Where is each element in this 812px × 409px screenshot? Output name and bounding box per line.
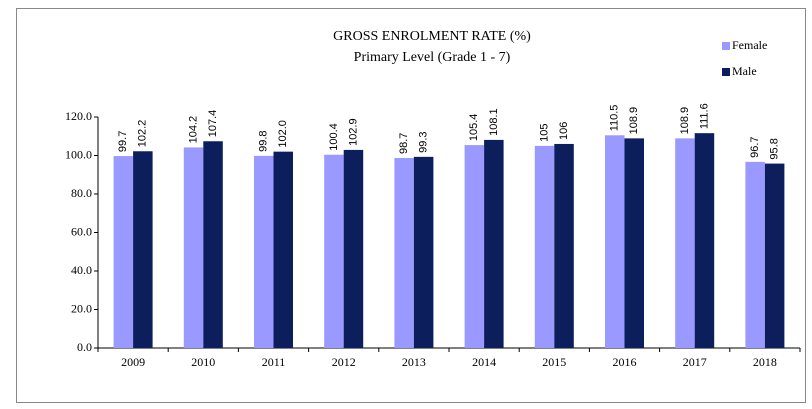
value-label: 110.5 (609, 105, 621, 132)
bar (624, 138, 644, 348)
bar (183, 147, 204, 348)
y-tick-label: 40.0 (71, 263, 92, 277)
bar (254, 155, 274, 348)
value-label: 106 (558, 122, 570, 140)
value-label: 95.8 (769, 138, 781, 159)
y-tick-label: 0.0 (77, 340, 92, 354)
bar (413, 156, 434, 348)
bar (133, 151, 153, 348)
value-label: 99.8 (258, 130, 270, 151)
value-label: 107.4 (207, 110, 219, 138)
chart-title: GROSS ENROLMENT RATE (%) (333, 29, 531, 44)
value-label: 96.7 (749, 136, 761, 157)
legend-swatch (722, 68, 730, 76)
x-tick-label: 2010 (191, 355, 215, 369)
value-label: 100.4 (328, 123, 340, 151)
y-tick-label: 80.0 (71, 186, 92, 200)
legend-swatch (722, 42, 730, 50)
y-tick-label: 120.0 (65, 109, 92, 123)
bar (113, 156, 134, 348)
value-label: 98.7 (398, 133, 410, 154)
bar (534, 145, 555, 348)
x-tick-label: 2013 (402, 355, 426, 369)
value-label: 108.9 (679, 107, 691, 135)
value-label: 104.2 (187, 116, 199, 144)
value-label: 105 (538, 124, 550, 142)
x-tick-label: 2012 (332, 355, 356, 369)
x-tick-label: 2017 (683, 355, 707, 369)
x-tick-label: 2018 (753, 355, 777, 369)
bar (694, 133, 715, 348)
x-tick-label: 2015 (542, 355, 566, 369)
y-tick-label: 20.0 (71, 301, 92, 315)
value-label: 108.9 (628, 107, 640, 135)
bar (605, 135, 625, 348)
value-label: 102.9 (347, 118, 359, 146)
bar (343, 149, 364, 348)
bar (324, 154, 344, 348)
bar (484, 139, 504, 348)
bar (464, 145, 485, 348)
y-tick-label: 100.0 (65, 147, 92, 161)
bar (745, 161, 765, 348)
x-tick-label: 2009 (121, 355, 145, 369)
x-tick-label: 2011 (262, 355, 286, 369)
legend-label: Female (732, 38, 767, 52)
bar (554, 143, 574, 348)
value-label: 102.2 (137, 120, 149, 148)
value-label: 99.7 (117, 131, 129, 152)
x-tick-label: 2014 (472, 355, 496, 369)
x-tick-label: 2016 (613, 355, 637, 369)
legend-label: Male (732, 64, 757, 78)
bar (203, 141, 223, 348)
value-label: 111.6 (698, 103, 710, 129)
chart-subtitle: Primary Level (Grade 1 - 7) (354, 50, 511, 65)
value-label: 108.1 (488, 108, 500, 136)
bar (273, 151, 293, 348)
value-label: 99.3 (418, 131, 430, 152)
y-tick-label: 60.0 (71, 224, 92, 238)
value-label: 102.0 (277, 120, 289, 148)
bar (394, 158, 414, 348)
bar (764, 163, 785, 348)
bar (675, 138, 695, 348)
value-label: 105.4 (468, 114, 480, 142)
